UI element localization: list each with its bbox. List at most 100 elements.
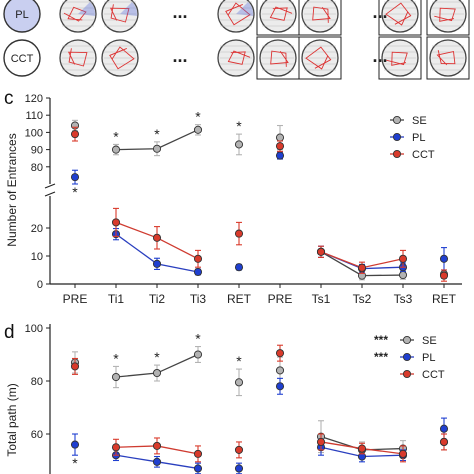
trajectory-path: [109, 46, 135, 70]
legend-marker: [402, 335, 412, 345]
significance-star: *: [195, 109, 201, 125]
data-point-cct: [234, 445, 244, 454]
x-tick-label: RET: [227, 292, 252, 306]
significance-star: *: [113, 350, 119, 366]
data-point-cct: [439, 271, 449, 280]
panel-letter: d: [4, 322, 15, 343]
data-point-se: [152, 144, 162, 153]
thumbnail-frame: [298, 0, 342, 36]
data-point-pl: [70, 440, 80, 449]
data-point-se: [111, 145, 121, 154]
trajectory-path: [386, 51, 408, 66]
thumbnail-frame: [378, 0, 422, 36]
data-point-se: [193, 350, 203, 359]
y-tick-label: 110: [25, 110, 43, 122]
x-tick-label: Ts2: [353, 292, 372, 306]
legend-label: SE: [422, 335, 437, 347]
data-point-cct: [193, 449, 203, 458]
data-point-pl: [234, 263, 244, 272]
significance-star: *: [236, 118, 242, 134]
data-point-pl: [70, 173, 80, 182]
maze-thumbnail-strip: PL... ... CCT......: [3, 0, 470, 80]
significance-star: *: [72, 455, 78, 471]
data-point-pl: [234, 464, 244, 473]
axis-break: [44, 183, 56, 189]
data-point-cct: [70, 362, 80, 371]
data-point-se: [275, 366, 285, 375]
data-point-se: [234, 140, 244, 149]
y-tick-label: 20: [31, 223, 43, 235]
ellipsis: ...: [372, 46, 387, 66]
legend-label: SE: [412, 115, 427, 127]
data-point-cct: [111, 218, 121, 227]
trajectory-path: [225, 2, 251, 26]
data-point-se: [111, 372, 121, 382]
y-tick-label: 60: [31, 429, 43, 441]
data-point-pl: [152, 457, 162, 466]
data-point-pl: [439, 424, 449, 433]
legend-marker: [392, 115, 402, 125]
x-tick-label: Ts3: [394, 292, 413, 306]
trajectory-path: [63, 6, 87, 22]
x-tick-label: PRE: [268, 292, 293, 306]
data-point-se: [152, 368, 162, 378]
significance-star: *: [72, 184, 78, 200]
ellipsis: ...: [372, 2, 387, 22]
data-point-se: [275, 133, 285, 142]
data-point-cct: [357, 444, 367, 453]
thumbnail-frame: [426, 36, 470, 80]
legend-marker: [402, 352, 412, 362]
significance-star: *: [154, 126, 160, 142]
row-label-text: CCT: [11, 53, 34, 65]
y-tick-label: 80: [31, 376, 43, 388]
data-point-cct: [193, 254, 203, 263]
data-point-cct: [275, 349, 285, 358]
data-point-pl: [193, 464, 203, 473]
row-label-circle: [3, 39, 41, 77]
data-point-se: [234, 378, 244, 387]
data-point-cct: [316, 247, 326, 256]
shock-zone: [78, 2, 96, 16]
axis-break: [44, 191, 56, 197]
significance-star: *: [113, 128, 119, 144]
data-point-cct: [234, 229, 244, 238]
legend-marker: [402, 369, 412, 379]
maze-thumbnail: [259, 0, 297, 33]
data-point-cct: [357, 263, 367, 272]
data-point-cct: [275, 142, 285, 151]
y-tick-label: 0: [37, 279, 43, 291]
y-axis-label: Total path (m): [5, 383, 19, 456]
data-point-cct: [316, 437, 326, 447]
row-label-circle: [3, 0, 41, 33]
ellipsis: ...: [172, 46, 187, 66]
thumbnail-frame: [426, 0, 470, 36]
maze-thumbnail: [301, 0, 339, 33]
data-point-cct: [111, 443, 121, 452]
data-point-cct: [70, 130, 80, 139]
legend-significance: ***: [374, 350, 388, 364]
x-tick-label: Ti2: [149, 292, 166, 306]
data-point-cct: [152, 441, 162, 450]
y-tick-label: 10: [31, 251, 43, 263]
significance-star: *: [236, 353, 242, 369]
legend-marker: [392, 149, 402, 159]
panel-c-chart: c 80 90 100 110 120 0 10 20 PRE Ti1 Ti2 Ti3 RET PRE Ts1…: [4, 88, 462, 306]
y-tick-label: 80: [31, 162, 43, 174]
x-tick-label: Ts1: [312, 292, 331, 306]
row-label-text: PL: [15, 9, 28, 21]
thumbnail-frame: [378, 36, 422, 80]
data-point-pl: [275, 151, 285, 160]
panel-letter: c: [4, 88, 14, 109]
trajectory-path: [109, 4, 130, 23]
x-tick-label: RET: [432, 292, 457, 306]
thumbnail-frame: [298, 36, 342, 80]
y-tick-label: 120: [25, 93, 43, 105]
significance-star: *: [154, 349, 160, 365]
legend-label: PL: [412, 132, 425, 144]
maze-thumbnail: [429, 0, 467, 33]
trajectory-path: [312, 6, 331, 23]
trajectory-path: [305, 46, 332, 70]
trajectory-path: [67, 48, 88, 67]
